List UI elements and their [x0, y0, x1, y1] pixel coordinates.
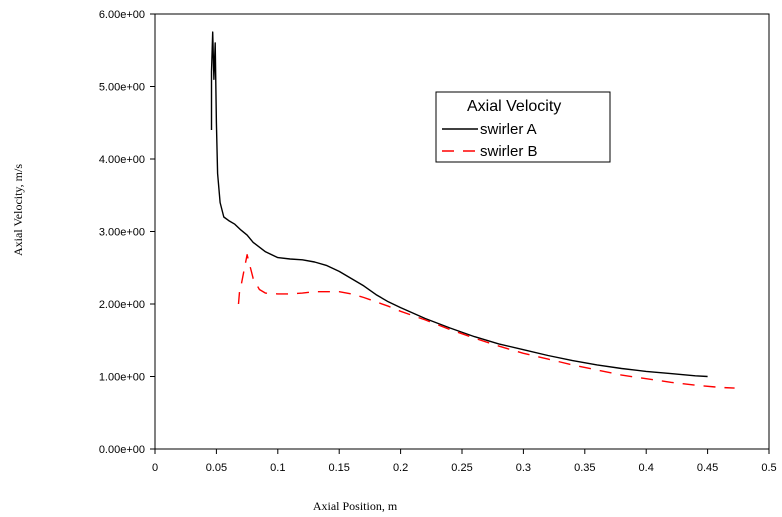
- y-tick-label: 2.00e+00: [99, 299, 145, 311]
- y-axis-label: Axial Velocity, m/s: [11, 164, 25, 256]
- y-tick-label: 4.00e+00: [99, 154, 145, 166]
- series-layer: [210, 31, 735, 389]
- y-tick-label: 5.00e+00: [99, 82, 145, 94]
- x-tick-label: 0.45: [697, 462, 718, 474]
- legend: Axial Velocity swirler A swirler B: [435, 91, 611, 163]
- y-tick-label: 1.00e+00: [99, 372, 145, 384]
- x-tick-label: 0.15: [328, 462, 349, 474]
- y-tick-label: 0.00e+00: [99, 444, 145, 456]
- x-tick-label: 0.4: [639, 462, 654, 474]
- plot-frame: [154, 13, 770, 450]
- x-tick-label: 0: [152, 462, 158, 474]
- x-tick-label: 0.5: [761, 462, 776, 474]
- legend-title: Axial Velocity: [467, 98, 561, 115]
- series-line-swirler-a: [210, 31, 708, 378]
- x-tick-label: 0.2: [393, 462, 408, 474]
- x-tick-label: 0.25: [451, 462, 472, 474]
- legend-label-swirler-b: swirler B: [480, 143, 538, 160]
- x-axis-label: Axial Position, m: [313, 499, 398, 513]
- y-tick-label: 6.00e+00: [99, 9, 145, 21]
- ticks: 0 0.05 0.1 0.15 0.2 0.25 0.3 0.35 0.4 0.45 0.5 0.00…: [99, 9, 777, 474]
- x-tick-label: 0.3: [516, 462, 531, 474]
- y-tick-label: 3.00e+00: [99, 227, 145, 239]
- x-tick-label: 0.05: [206, 462, 227, 474]
- x-tick-label: 0.35: [574, 462, 595, 474]
- legend-label-swirler-a: swirler A: [480, 121, 537, 138]
- x-tick-label: 0.1: [270, 462, 285, 474]
- series-line-swirler-b: [237, 254, 735, 389]
